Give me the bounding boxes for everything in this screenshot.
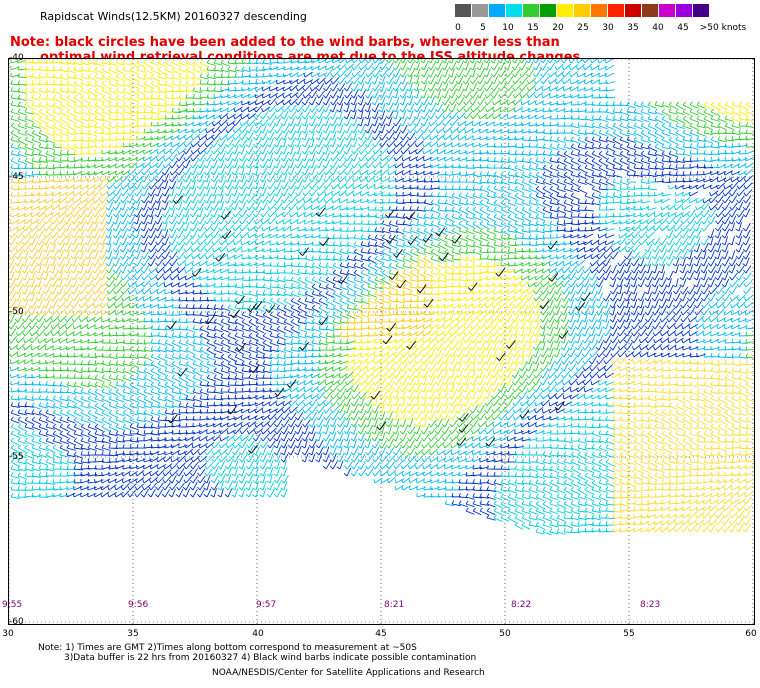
lon-label: 30 <box>2 629 14 639</box>
color-scale-swatch <box>472 4 488 17</box>
wind-barb-group <box>9 59 754 456</box>
color-scale-label: 15 <box>527 23 539 33</box>
color-scale-label: 35 <box>627 23 639 33</box>
color-scale-label: 0 <box>455 23 461 33</box>
wind-barb-group <box>610 357 754 533</box>
lat-label: -60 <box>9 617 24 627</box>
footer-note-2: 3)Data buffer is 22 hrs from 20160327 4)… <box>64 653 477 663</box>
time-label: 9:57 <box>256 600 277 610</box>
wind-barb-group <box>24 59 754 428</box>
color-scale-swatch <box>506 4 522 17</box>
lat-label: -40 <box>9 53 24 63</box>
note-line-1: Note: black circles have been added to t… <box>10 35 560 50</box>
color-scale-label: 40 <box>652 23 664 33</box>
color-scale-label: 5 <box>480 23 486 33</box>
lon-label: 40 <box>252 629 264 639</box>
wind-map <box>8 58 755 625</box>
color-scale-label: 30 <box>602 23 614 33</box>
time-label: 8:22 <box>511 600 532 610</box>
color-scale-swatch <box>625 4 641 17</box>
time-label: 8:23 <box>640 600 661 610</box>
footer-note-1: Note: 1) Times are GMT 2)Times along bot… <box>38 643 417 653</box>
color-scale-swatch <box>574 4 590 17</box>
lon-label: 35 <box>127 629 139 639</box>
color-scale-swatch <box>642 4 658 17</box>
color-scale-swatch <box>659 4 675 17</box>
contaminated-barbs <box>167 195 591 454</box>
lat-label: -45 <box>9 172 24 182</box>
lon-label: 50 <box>499 629 511 639</box>
color-scale-label: 45 <box>677 23 689 33</box>
color-scale-label: 20 <box>552 23 564 33</box>
lat-label: -55 <box>9 452 24 462</box>
color-scale-swatch <box>676 4 692 17</box>
lon-label: 45 <box>375 629 387 639</box>
color-scale-swatch <box>523 4 539 17</box>
wind-barb-group <box>10 103 717 536</box>
color-scale-label: 25 <box>577 23 589 33</box>
wind-barb-group <box>9 175 111 316</box>
color-scale-swatch <box>455 4 471 17</box>
lon-label: 55 <box>623 629 635 639</box>
wind-barbs <box>9 59 754 536</box>
color-scale-label: 10 <box>502 23 514 33</box>
color-scale-swatch <box>489 4 505 17</box>
lat-label: -50 <box>9 307 24 317</box>
color-scale-swatch <box>693 4 709 17</box>
lon-label: 60 <box>745 629 757 639</box>
time-label: 8:21 <box>384 600 405 610</box>
color-scale-swatch <box>557 4 573 17</box>
color-scale-swatch <box>591 4 607 17</box>
wind-barb-group <box>10 71 753 521</box>
color-scale-swatch <box>540 4 556 17</box>
time-label: 9:55 <box>2 600 23 610</box>
color-scale-swatch <box>608 4 624 17</box>
footer-credit: NOAA/NESDIS/Center for Satellite Applica… <box>212 668 485 678</box>
wind-barb-group <box>339 255 433 338</box>
color-scale-label: >50 knots <box>699 23 747 33</box>
wind-barb-group <box>10 59 754 507</box>
time-label: 9:56 <box>128 600 149 610</box>
wind-barb-field <box>9 59 754 624</box>
map-title: Rapidscat Winds(12.5KM) 20160327 descend… <box>40 10 307 23</box>
